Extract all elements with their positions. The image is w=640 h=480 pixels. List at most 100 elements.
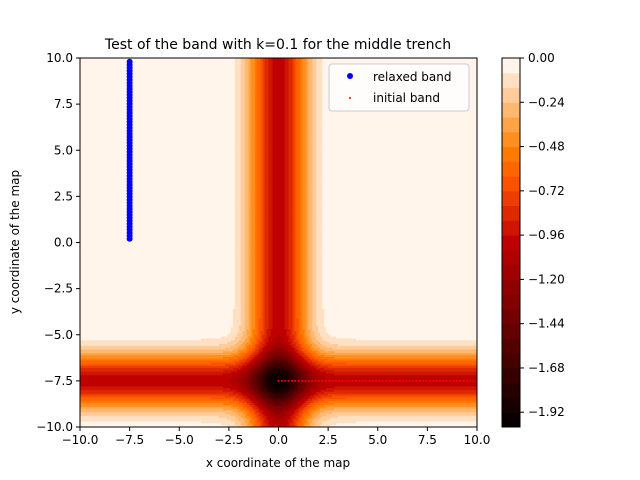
contour-cell: [284, 153, 290, 157]
contour-cell: [290, 343, 295, 347]
contour-cell: [284, 253, 290, 257]
contour-cell: [312, 296, 317, 299]
contour-cell: [234, 144, 242, 148]
contour-cell: [268, 292, 274, 295]
contour-cell: [250, 115, 256, 118]
contour-cell: [246, 401, 252, 404]
contour-cell: [244, 242, 250, 245]
contour-cell: [240, 161, 246, 164]
contour-cell: [316, 312, 325, 316]
contour-cell: [244, 104, 250, 107]
contour-cell: [240, 229, 246, 233]
contour-cell: [252, 353, 258, 356]
contour-cell: [312, 218, 317, 221]
contour-cell: [264, 117, 270, 120]
contour-cell: [244, 142, 250, 146]
contour-cell: [80, 126, 236, 129]
contour-cell: [268, 238, 274, 242]
contour-cell: [308, 59, 313, 63]
contour-cell: [312, 115, 317, 118]
contour-cell: [294, 292, 297, 295]
contour-cell: [234, 148, 242, 151]
contour-cell: [300, 332, 305, 336]
contour-cell: [292, 281, 295, 284]
contour-cell: [272, 235, 286, 238]
contour-cell: [322, 177, 477, 181]
contour-cell: [322, 249, 477, 253]
contour-cell: [296, 296, 301, 299]
contour-cell: [308, 109, 313, 113]
contour-cell: [244, 227, 250, 231]
contour-cell: [256, 117, 262, 120]
contour-cell: [258, 406, 262, 410]
contour-cell: [316, 251, 323, 255]
contour-cell: [236, 390, 242, 393]
contour-cell: [240, 375, 246, 378]
contour-cell: [252, 331, 258, 334]
contour-cell: [312, 318, 317, 321]
contour-cell: [80, 260, 236, 264]
contour-cell: [308, 415, 313, 419]
contour-cell: [292, 305, 295, 308]
contour-cell: [308, 80, 313, 83]
contour-cell: [288, 260, 293, 264]
contour-cell: [284, 209, 290, 212]
contour-cell: [256, 379, 260, 382]
contour-cell: [246, 353, 252, 356]
contour-cell: [280, 417, 288, 421]
contour-cell: [256, 83, 262, 87]
contour-cell: [222, 386, 238, 389]
contour-cell: [250, 275, 256, 279]
contour-cell: [262, 323, 266, 327]
contour-cell: [80, 129, 236, 133]
contour-cell: [306, 126, 309, 129]
contour-cell: [300, 262, 303, 266]
contour-cell: [312, 319, 317, 323]
contour-cell: [230, 353, 240, 356]
contour-cell: [306, 283, 309, 286]
contour-cell: [234, 415, 242, 419]
contour-cell: [258, 388, 262, 391]
contour-cell: [322, 238, 477, 242]
contour-cell: [262, 139, 266, 142]
contour-cell: [298, 325, 301, 328]
contour-cell: [80, 196, 236, 199]
contour-cell: [260, 240, 264, 244]
plot-area: [79, 57, 478, 428]
contour-cell: [304, 332, 307, 336]
contour-cell: [312, 89, 317, 92]
contour-cell: [240, 225, 246, 229]
contour-cell: [312, 96, 317, 100]
contour-cell: [250, 366, 254, 369]
contour-cell: [248, 307, 252, 310]
contour-cell: [312, 102, 317, 105]
contour-cell: [308, 343, 313, 347]
contour-cell: [292, 393, 297, 397]
contour-cell: [288, 319, 293, 323]
contour-cell: [246, 342, 252, 345]
contour-cell: [316, 142, 323, 146]
contour-cell: [296, 253, 301, 257]
contour-cell: [294, 94, 297, 98]
contour-cell: [322, 288, 477, 292]
contour-cell: [254, 131, 258, 135]
contour-cell: [244, 120, 250, 124]
contour-cell: [284, 83, 290, 87]
contour-cell: [284, 85, 290, 89]
contour-cell: [234, 172, 242, 175]
contour-cell: [292, 96, 295, 100]
contour-cell: [250, 305, 256, 308]
contour-cell: [234, 107, 242, 111]
contour-cell: [306, 80, 309, 83]
contour-cell: [308, 81, 313, 85]
contour-cell: [288, 410, 293, 413]
contour-cell: [264, 218, 270, 221]
contour-cell: [268, 165, 274, 168]
contour-cell: [244, 93, 250, 96]
contour-cell: [292, 233, 295, 236]
contour-cell: [254, 242, 258, 245]
contour-cell: [234, 65, 242, 68]
contour-cell: [284, 146, 290, 149]
contour-cell: [244, 310, 250, 314]
contour-cell: [312, 253, 317, 257]
